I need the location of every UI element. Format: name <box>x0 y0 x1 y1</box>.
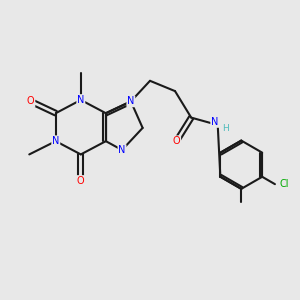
Text: N: N <box>77 95 85 105</box>
Text: H: H <box>223 124 229 133</box>
Text: O: O <box>173 136 180 146</box>
Text: N: N <box>52 136 59 146</box>
Text: O: O <box>77 176 85 186</box>
Text: Cl: Cl <box>279 179 289 189</box>
Text: O: O <box>27 96 34 106</box>
Text: N: N <box>118 145 126 155</box>
Text: N: N <box>127 96 134 106</box>
Text: N: N <box>211 117 218 127</box>
